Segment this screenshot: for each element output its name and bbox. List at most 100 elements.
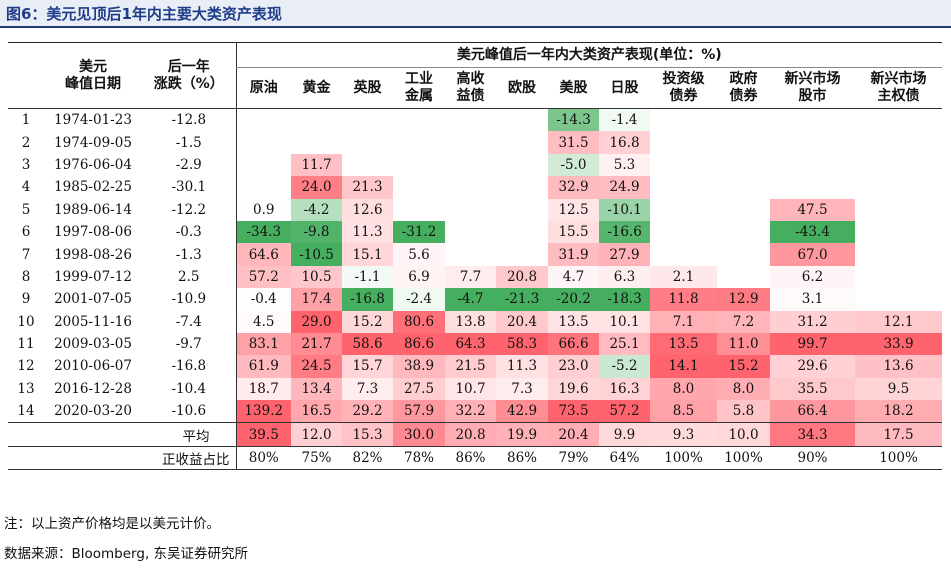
asset-value-cell: 64.6 xyxy=(235,243,291,266)
asset-value-cell: 42.9 xyxy=(496,400,548,423)
asset-value-cell xyxy=(717,199,770,221)
dollar-change-cell: -1.5 xyxy=(175,134,202,151)
asset-value-cell: 23.0 xyxy=(548,355,599,378)
asset-value-cell: 0.9 xyxy=(235,198,291,221)
asset-header: 高收 益债 xyxy=(445,67,496,109)
row-index: 1 xyxy=(21,112,31,129)
asset-header: 新兴市场 股市 xyxy=(770,67,855,109)
peak-date-cell: 2009-03-05 xyxy=(54,336,132,353)
asset-value-cell xyxy=(650,131,717,153)
peak-date-cell: 1998-08-26 xyxy=(54,246,132,263)
asset-value-cell: 16.5 xyxy=(291,400,342,423)
asset-value-cell xyxy=(235,131,291,154)
asset-value-cell xyxy=(855,199,942,221)
asset-header: 美股 xyxy=(548,67,599,109)
table-row: 7 1998-08-26 -1.3 64.6 -10.5 15.1 5.6 31.9 27.9 6… xyxy=(8,243,942,266)
asset-performance-table: 美元 峰值日期 后一年 涨跌（%） 美元峰值后一年内大类资产表现(单位：%) 原… xyxy=(8,42,943,471)
asset-value-cell xyxy=(717,131,770,153)
average-value-cell: 30.0 xyxy=(393,422,445,447)
asset-value-cell: 13.5 xyxy=(650,332,717,356)
average-label: 平均 xyxy=(44,422,236,447)
asset-value-cell: 18.2 xyxy=(855,400,943,423)
dollar-change-cell: -10.4 xyxy=(171,380,207,397)
asset-value-cell: -16.8 xyxy=(342,288,393,311)
asset-value-cell xyxy=(855,288,942,310)
asset-value-cell: 29.6 xyxy=(770,355,855,378)
asset-value-cell: 31.5 xyxy=(548,131,599,154)
asset-value-cell: 11.3 xyxy=(496,355,548,378)
asset-value-cell: 25.1 xyxy=(599,332,650,356)
asset-value-cell: 57.2 xyxy=(599,400,650,423)
row-index: 11 xyxy=(17,336,35,353)
asset-value-cell: 4.7 xyxy=(548,265,599,289)
dollar-change-cell: -0.3 xyxy=(175,224,202,241)
dollar-change-cell: -16.8 xyxy=(171,358,207,375)
average-value-cell: 9.3 xyxy=(650,422,717,447)
average-value-cell: 20.8 xyxy=(445,422,496,447)
asset-value-cell xyxy=(445,243,496,265)
peak-date-cell: 2001-07-05 xyxy=(54,291,132,308)
row-index: 6 xyxy=(21,224,31,241)
average-value-cell: 15.3 xyxy=(342,422,393,447)
asset-value-cell: 67.0 xyxy=(770,243,855,266)
positive-ratio-label: 正收益占比 xyxy=(8,445,236,471)
average-value-cell: 9.9 xyxy=(599,422,650,447)
asset-value-cell: 24.0 xyxy=(291,176,342,199)
row-index: 8 xyxy=(21,268,31,285)
asset-value-cell xyxy=(445,131,496,153)
asset-value-cell xyxy=(393,154,445,176)
asset-value-cell: -1.1 xyxy=(342,265,393,289)
peak-date-cell: 1989-06-14 xyxy=(54,201,132,218)
asset-value-cell: 7.1 xyxy=(650,310,717,333)
asset-value-cell: 57.2 xyxy=(235,265,291,289)
peak-date-cell: 2020-03-20 xyxy=(54,403,132,420)
average-value-cell: 19.9 xyxy=(496,422,548,447)
asset-value-cell: 20.4 xyxy=(496,310,548,333)
table-row: 9 2001-07-05 -10.9 -0.4 17.4 -16.8 -2.4 -4.7 -21… xyxy=(8,288,942,311)
peak-date-cell: 1976-06-04 xyxy=(54,156,132,173)
dollar-change-cell: -2.9 xyxy=(175,156,202,173)
asset-value-cell: 10.1 xyxy=(599,310,650,333)
row-index: 5 xyxy=(21,201,31,218)
positive-ratio-cell: 100% xyxy=(717,445,770,471)
dollar-change-cell: 2.5 xyxy=(178,268,200,285)
asset-header: 欧股 xyxy=(496,67,548,109)
asset-value-cell: 6.9 xyxy=(393,265,445,289)
asset-value-cell: 24.9 xyxy=(599,176,650,199)
asset-value-cell: 66.4 xyxy=(770,400,855,423)
asset-value-cell: 99.7 xyxy=(770,332,855,356)
table-row: 12 2010-06-07 -16.8 61.9 24.5 15.7 38.9 21.5 11.… xyxy=(8,355,943,378)
asset-value-cell xyxy=(291,109,342,132)
dollar-change-cell: -12.2 xyxy=(171,201,207,218)
asset-value-cell: 13.4 xyxy=(291,377,342,401)
dollar-change-cell: -10.6 xyxy=(171,403,207,420)
average-value-cell: 10.0 xyxy=(717,422,770,447)
asset-value-cell: 38.9 xyxy=(393,355,445,378)
asset-value-cell: 10.5 xyxy=(291,265,342,289)
asset-value-cell xyxy=(393,109,445,132)
asset-value-cell xyxy=(855,109,942,132)
dollar-change-cell: -10.9 xyxy=(171,291,207,308)
asset-value-cell: 31.9 xyxy=(548,243,599,266)
peak-date-cell: 2016-12-28 xyxy=(54,380,132,397)
asset-value-cell: 35.5 xyxy=(770,377,855,401)
asset-header: 工业 金属 xyxy=(393,67,445,109)
positive-ratio-cell: 80% xyxy=(235,445,291,471)
row-index: 7 xyxy=(21,246,31,263)
average-row: 平均 39.5 12.0 15.3 30.0 20.8 19.9 20.4 9.9 9.3 10.0… xyxy=(8,422,943,447)
row-index: 9 xyxy=(21,291,31,308)
peak-date-cell: 2005-11-16 xyxy=(54,313,132,330)
asset-value-cell: 58.3 xyxy=(496,332,548,356)
row-index: 12 xyxy=(17,358,35,375)
asset-value-cell: 8.5 xyxy=(650,400,717,423)
asset-value-cell: 13.8 xyxy=(445,310,496,333)
asset-value-cell xyxy=(235,153,291,177)
asset-value-cell: 9.5 xyxy=(855,377,943,401)
asset-value-cell xyxy=(342,154,393,176)
asset-value-cell xyxy=(235,176,291,199)
asset-value-cell: -1.4 xyxy=(599,108,650,132)
peak-date-cell: 1999-07-12 xyxy=(54,268,132,285)
asset-value-cell xyxy=(496,243,548,265)
asset-value-cell xyxy=(393,176,445,198)
row-index: 13 xyxy=(17,380,35,397)
